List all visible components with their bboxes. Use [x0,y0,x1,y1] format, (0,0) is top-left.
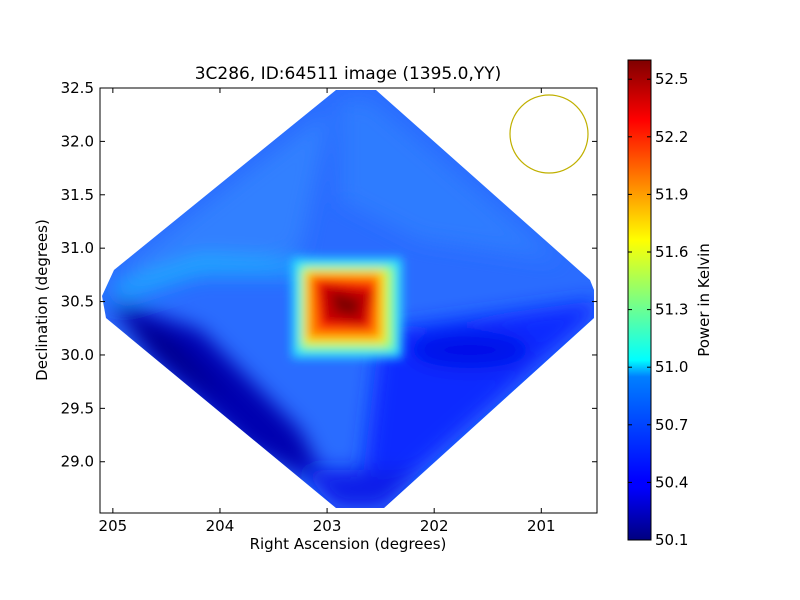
y-tick-label: 31.5 [61,186,94,204]
colorbar-tick-label: 51.9 [655,185,688,203]
x-tick-label: 202 [420,517,449,535]
y-tick-label: 32.0 [61,132,94,150]
colorbar-tick-label: 51.0 [655,358,688,376]
y-tick-label: 29.0 [61,453,94,471]
y-tick-label: 30.5 [61,293,94,311]
x-axis-label: Right Ascension (degrees) [250,535,447,553]
y-tick-label: 31.0 [61,239,94,257]
colorbar-tick-label: 51.3 [655,301,688,319]
colorbar [627,59,652,541]
x-tick-label: 203 [313,517,342,535]
colorbar-tick-label: 52.2 [655,128,688,146]
colorbar-ticks: 50.1 50.4 50.7 51.0 51.3 51.6 51.9 52.2 52.5 [628,70,688,549]
colorbar-tick-label: 50.4 [655,473,688,491]
x-tick-label: 201 [527,517,556,535]
y-tick-label: 32.5 [61,79,94,97]
x-axis: 205 204 203 202 201 [99,88,556,535]
heatmap-field [102,90,594,508]
x-tick-label: 205 [99,517,128,535]
colorbar-tick-label: 50.1 [655,531,688,549]
y-axis: 29.0 29.5 30.0 30.5 31.0 31.5 32.0 32.5 [61,79,597,471]
beam-circle [509,94,589,174]
plot-frame [99,87,598,514]
y-tick-label: 30.0 [61,346,94,364]
chart-title: 3C286, ID:64511 image (1395.0,YY) [195,64,502,84]
y-tick-label: 29.5 [61,399,94,417]
x-tick-label: 204 [206,517,235,535]
colorbar-tick-label: 52.5 [655,70,688,88]
colorbar-tick-label: 50.7 [655,416,688,434]
colorbar-label: Power in Kelvin [695,243,713,357]
colorbar-tick-label: 51.6 [655,243,688,261]
y-axis-label: Declination (degrees) [33,219,51,381]
